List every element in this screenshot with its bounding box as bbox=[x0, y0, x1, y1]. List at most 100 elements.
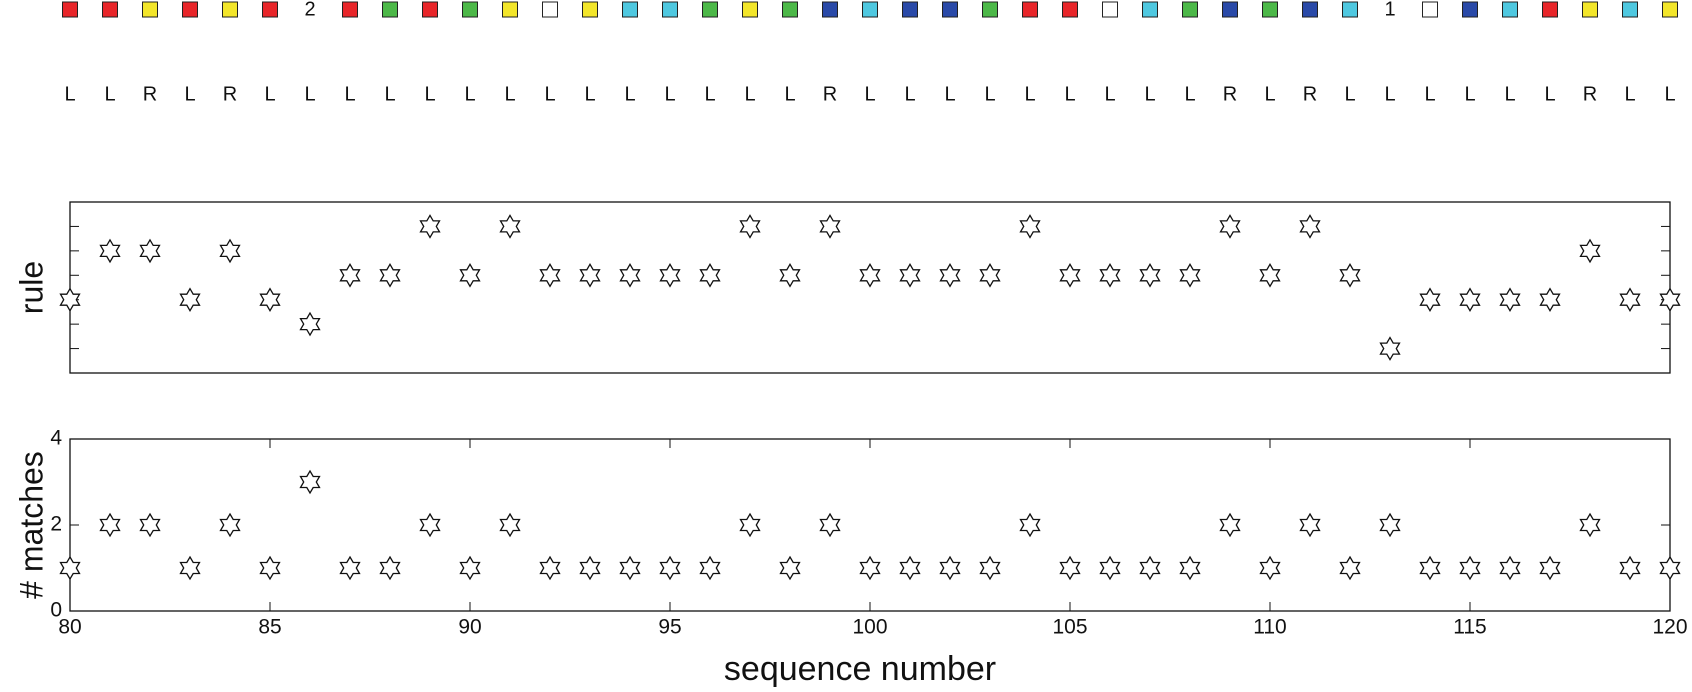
star-marker bbox=[619, 555, 641, 581]
rule-letter: L bbox=[704, 83, 715, 105]
star-marker bbox=[299, 469, 321, 495]
star-marker bbox=[179, 287, 201, 312]
sequence-square bbox=[582, 1, 598, 18]
star-marker bbox=[419, 512, 441, 538]
sequence-square bbox=[742, 1, 758, 18]
sequence-square bbox=[1342, 1, 1358, 18]
sequence-square bbox=[1462, 1, 1478, 18]
star-marker bbox=[1619, 287, 1641, 312]
star-marker bbox=[379, 555, 401, 581]
star-marker bbox=[859, 555, 881, 581]
rule-letter: L bbox=[304, 83, 315, 105]
x-tick-label: 80 bbox=[58, 616, 81, 639]
sequence-square bbox=[1662, 1, 1678, 18]
star-marker bbox=[459, 263, 481, 288]
star-marker bbox=[1579, 238, 1601, 264]
star-marker bbox=[899, 555, 921, 581]
star-marker bbox=[579, 263, 601, 288]
star-marker bbox=[1059, 263, 1081, 288]
rule-letter: L bbox=[904, 83, 915, 105]
x-tick-label: 90 bbox=[458, 616, 481, 639]
star-marker bbox=[1339, 263, 1361, 288]
sequence-square bbox=[1022, 1, 1038, 18]
star-marker bbox=[699, 263, 721, 288]
star-marker bbox=[1659, 287, 1681, 312]
star-marker bbox=[59, 555, 81, 581]
star-marker bbox=[1499, 555, 1521, 581]
sequence-square bbox=[782, 1, 798, 18]
star-marker bbox=[1459, 555, 1481, 581]
x-tick-label: 115 bbox=[1453, 616, 1486, 639]
sequence-square bbox=[1262, 1, 1278, 18]
rule-letter: L bbox=[104, 83, 115, 105]
star-marker bbox=[819, 214, 841, 239]
star-marker bbox=[179, 555, 201, 581]
rule-letter: L bbox=[1104, 83, 1115, 105]
star-marker bbox=[659, 263, 681, 288]
rule-letter: L bbox=[544, 83, 555, 105]
rule-letter: L bbox=[64, 83, 75, 105]
star-marker bbox=[259, 287, 281, 312]
x-tick-label: 110 bbox=[1253, 616, 1286, 639]
star-marker bbox=[1099, 555, 1121, 581]
sequence-square bbox=[1542, 1, 1558, 18]
sequence-square bbox=[1142, 1, 1158, 18]
star-marker bbox=[1499, 287, 1521, 312]
star-marker bbox=[979, 555, 1001, 581]
star-marker bbox=[419, 214, 441, 239]
star-marker bbox=[1419, 287, 1441, 312]
star-marker bbox=[1379, 336, 1401, 361]
star-marker bbox=[499, 512, 521, 538]
sequence-square bbox=[222, 1, 238, 18]
rule-letter: L bbox=[464, 83, 475, 105]
star-marker bbox=[339, 263, 361, 288]
rule-letter: R bbox=[1583, 83, 1597, 105]
sequence-square bbox=[142, 1, 158, 18]
rule-letter: L bbox=[944, 83, 955, 105]
sequence-square bbox=[62, 1, 78, 18]
star-marker bbox=[1659, 555, 1681, 581]
sequence-square bbox=[182, 1, 198, 18]
y-tick-label: 4 bbox=[50, 427, 62, 450]
sequence-square bbox=[1422, 1, 1438, 18]
sequence-square bbox=[982, 1, 998, 18]
star-marker bbox=[1219, 512, 1241, 538]
star-marker bbox=[539, 555, 561, 581]
sequence-square bbox=[382, 1, 398, 18]
rule-letter: R bbox=[1303, 83, 1317, 105]
sequence-square bbox=[102, 1, 118, 18]
rule-letter: L bbox=[1384, 83, 1395, 105]
sequence-square bbox=[622, 1, 638, 18]
rule-letter: L bbox=[1184, 83, 1195, 105]
rule-letter: L bbox=[984, 83, 995, 105]
star-marker bbox=[579, 555, 601, 581]
rule-letter: L bbox=[584, 83, 595, 105]
sequence-square bbox=[462, 1, 478, 18]
star-marker bbox=[979, 263, 1001, 288]
rule-letter: L bbox=[864, 83, 875, 105]
rule-letter: L bbox=[1264, 83, 1275, 105]
sequence-square bbox=[1102, 1, 1118, 18]
rule-letter: L bbox=[504, 83, 515, 105]
star-marker bbox=[499, 214, 521, 239]
x-tick-label: 85 bbox=[258, 616, 281, 639]
sequence-square bbox=[1222, 1, 1238, 18]
sequence-square bbox=[702, 1, 718, 18]
x-tick-label: 105 bbox=[1052, 616, 1087, 639]
star-marker bbox=[1339, 555, 1361, 581]
star-marker bbox=[1259, 555, 1281, 581]
x-tick-label: 120 bbox=[1652, 616, 1687, 639]
x-tick-label: 95 bbox=[658, 616, 681, 639]
star-marker bbox=[1059, 555, 1081, 581]
star-marker bbox=[1579, 512, 1601, 538]
x-axis-label: sequence number bbox=[724, 650, 996, 688]
rule-letter: R bbox=[1223, 83, 1237, 105]
sequence-square bbox=[902, 1, 918, 18]
rule-letter: L bbox=[1544, 83, 1555, 105]
x-tick-label: 100 bbox=[852, 616, 887, 639]
star-marker bbox=[1019, 512, 1041, 538]
star-marker bbox=[1139, 263, 1161, 288]
sequence-square bbox=[342, 1, 358, 18]
star-marker bbox=[219, 238, 241, 264]
